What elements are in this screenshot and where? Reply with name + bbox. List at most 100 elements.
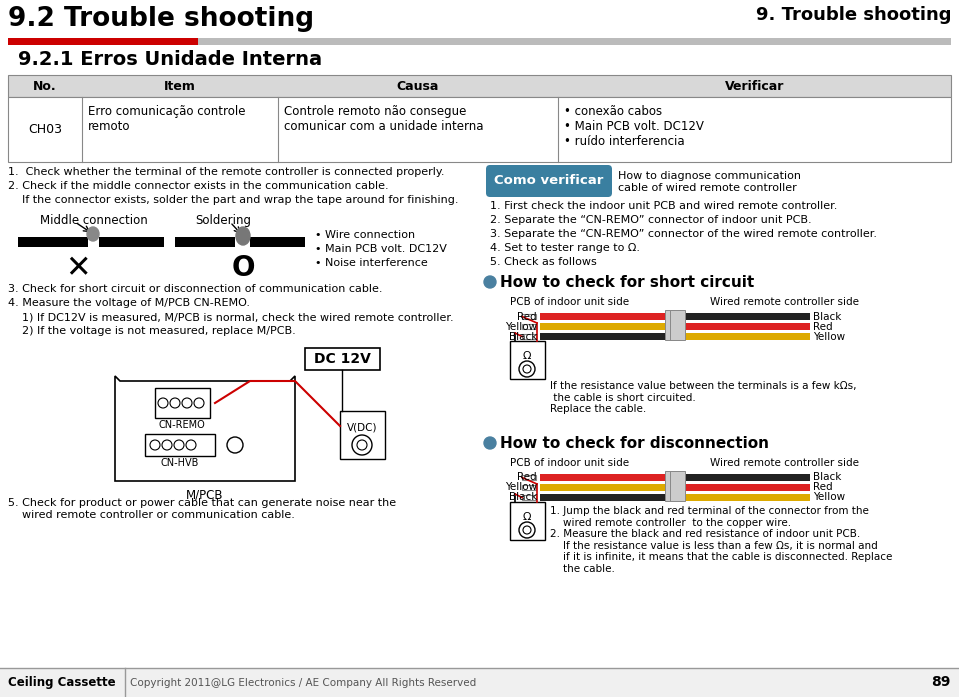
Circle shape xyxy=(523,365,531,373)
Bar xyxy=(340,411,385,459)
Text: If the connector exists, solder the part and wrap the tape around for finishing.: If the connector exists, solder the part… xyxy=(8,195,458,205)
Bar xyxy=(680,333,810,340)
FancyBboxPatch shape xyxy=(486,165,612,197)
Circle shape xyxy=(484,276,496,288)
Text: 2. Separate the “CN-REMO” connector of indoor unit PCB.: 2. Separate the “CN-REMO” connector of i… xyxy=(490,215,811,225)
Text: Middle connection: Middle connection xyxy=(40,214,148,227)
Bar xyxy=(305,348,380,370)
Bar xyxy=(665,310,680,340)
Text: • conexão cabos
• Main PCB volt. DC12V
• ruído interferencia: • conexão cabos • Main PCB volt. DC12V •… xyxy=(564,105,704,148)
Text: Causa: Causa xyxy=(397,79,439,93)
Text: Ceiling Cassette: Ceiling Cassette xyxy=(8,676,116,689)
Text: Yellow: Yellow xyxy=(813,493,845,503)
Text: Red: Red xyxy=(813,321,832,332)
Text: Erro comunicação controle
remoto: Erro comunicação controle remoto xyxy=(88,105,246,133)
Bar xyxy=(540,313,670,320)
Bar xyxy=(198,38,951,45)
Text: If the resistance value between the terminals is a few kΩs,
 the cable is short : If the resistance value between the term… xyxy=(550,381,856,414)
Text: 4. Set to tester range to Ω.: 4. Set to tester range to Ω. xyxy=(490,243,640,253)
Bar xyxy=(670,310,685,340)
Text: 3. Check for short circuit or disconnection of communication cable.: 3. Check for short circuit or disconnect… xyxy=(8,284,383,294)
Text: Black: Black xyxy=(813,312,841,321)
Bar xyxy=(540,333,670,340)
Text: Como verificar: Como verificar xyxy=(494,174,603,187)
Text: How to diagnose communication
cable of wired remote controller: How to diagnose communication cable of w… xyxy=(618,171,801,192)
Bar xyxy=(522,485,536,490)
Bar xyxy=(680,474,810,481)
Bar xyxy=(522,495,536,500)
Bar xyxy=(0,668,959,697)
Text: Yellow: Yellow xyxy=(813,332,845,342)
Bar xyxy=(680,494,810,501)
Bar xyxy=(522,475,536,480)
Text: DC 12V: DC 12V xyxy=(314,352,370,366)
Bar xyxy=(540,494,670,501)
Circle shape xyxy=(519,522,535,538)
Circle shape xyxy=(174,440,184,450)
Text: Black: Black xyxy=(813,473,841,482)
Bar xyxy=(8,38,198,45)
Text: 9.2 Trouble shooting: 9.2 Trouble shooting xyxy=(8,6,315,32)
Text: Item: Item xyxy=(164,79,196,93)
Bar xyxy=(680,484,810,491)
Bar xyxy=(522,314,536,319)
Text: • Noise interference: • Noise interference xyxy=(315,258,428,268)
Bar xyxy=(155,388,210,418)
Text: 4. Measure the voltage of M/PCB CN-REMO.: 4. Measure the voltage of M/PCB CN-REMO. xyxy=(8,298,250,308)
Text: V(DC): V(DC) xyxy=(347,423,377,433)
Text: O: O xyxy=(231,254,255,282)
Text: 89: 89 xyxy=(931,675,951,689)
Text: CH03: CH03 xyxy=(28,123,62,136)
Bar xyxy=(8,75,951,97)
Text: Red: Red xyxy=(813,482,832,493)
Text: PCB of indoor unit side: PCB of indoor unit side xyxy=(510,297,629,307)
Text: CN-REMO: CN-REMO xyxy=(158,420,205,430)
Text: ✕: ✕ xyxy=(65,254,91,283)
Bar xyxy=(665,471,680,501)
Text: 1) If DC12V is measured, M/PCB is normal, check the wired remote controller.: 1) If DC12V is measured, M/PCB is normal… xyxy=(8,312,454,322)
Text: 2) If the voltage is not measured, replace M/PCB.: 2) If the voltage is not measured, repla… xyxy=(8,326,295,336)
Circle shape xyxy=(162,440,172,450)
Bar xyxy=(8,97,951,162)
Ellipse shape xyxy=(87,227,99,241)
Text: How to check for disconnection: How to check for disconnection xyxy=(500,436,769,451)
Text: Yellow: Yellow xyxy=(504,321,537,332)
Circle shape xyxy=(186,440,196,450)
Bar xyxy=(540,484,670,491)
Text: Black: Black xyxy=(508,493,537,503)
Bar xyxy=(175,237,235,247)
Text: • Wire connection: • Wire connection xyxy=(315,230,415,240)
Text: Yellow: Yellow xyxy=(504,482,537,493)
Circle shape xyxy=(158,398,168,408)
Bar xyxy=(250,237,305,247)
Bar xyxy=(522,334,536,339)
Text: Wired remote controller side: Wired remote controller side xyxy=(710,458,859,468)
Text: 1. Jump the black and red terminal of the connector from the
    wired remote co: 1. Jump the black and red terminal of th… xyxy=(550,506,893,574)
Bar xyxy=(510,502,545,540)
Text: 9.2.1 Erros Unidade Interna: 9.2.1 Erros Unidade Interna xyxy=(18,50,322,69)
Bar xyxy=(680,313,810,320)
Text: 5. Check as follows: 5. Check as follows xyxy=(490,257,596,267)
Circle shape xyxy=(352,435,372,455)
Text: 9. Trouble shooting: 9. Trouble shooting xyxy=(756,6,951,24)
Polygon shape xyxy=(115,376,295,481)
Text: Verificar: Verificar xyxy=(725,79,784,93)
Text: Copyright 2011@LG Electronics / AE Company All Rights Reserved: Copyright 2011@LG Electronics / AE Compa… xyxy=(130,677,477,687)
Bar xyxy=(150,434,215,439)
Circle shape xyxy=(519,361,535,377)
Text: M/PCB: M/PCB xyxy=(186,488,223,501)
Text: 1.  Check whether the terminal of the remote controller is connected properly.: 1. Check whether the terminal of the rem… xyxy=(8,167,445,177)
Bar xyxy=(522,324,536,329)
Text: Red: Red xyxy=(517,473,537,482)
Text: No.: No. xyxy=(34,79,57,93)
Circle shape xyxy=(523,526,531,534)
Text: • Main PCB volt. DC12V: • Main PCB volt. DC12V xyxy=(315,244,447,254)
Text: 2. Check if the middle connector exists in the communication cable.: 2. Check if the middle connector exists … xyxy=(8,181,388,191)
Circle shape xyxy=(182,398,192,408)
Bar xyxy=(145,434,215,456)
Circle shape xyxy=(484,437,496,449)
Text: Controle remoto não consegue
comunicar com a unidade interna: Controle remoto não consegue comunicar c… xyxy=(284,105,483,133)
Text: Black: Black xyxy=(508,332,537,342)
Circle shape xyxy=(357,440,367,450)
Text: CN-HVB: CN-HVB xyxy=(161,458,199,468)
